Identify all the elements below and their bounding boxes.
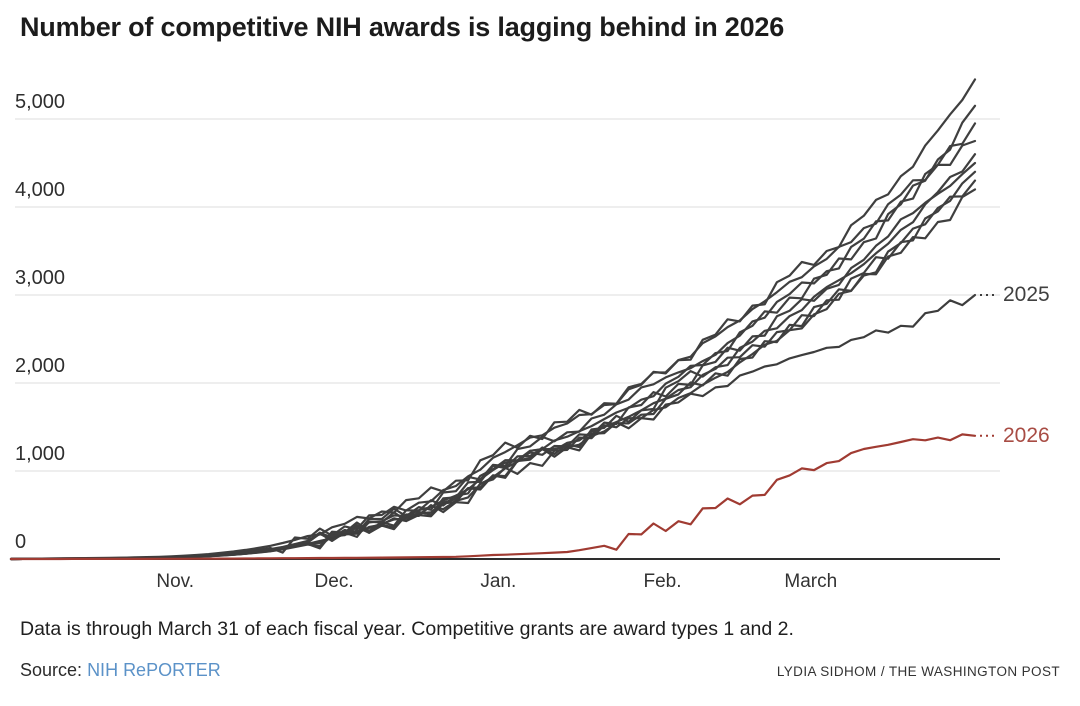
y-tick-label: 1,000 — [15, 443, 66, 465]
label-leader-lines — [980, 294, 998, 437]
x-tick-label: Nov. — [156, 571, 195, 592]
x-tick-label: Jan. — [480, 571, 517, 592]
chart-footnote: Data is through March 31 of each fiscal … — [20, 618, 794, 640]
end-label-2025: 2025 — [1003, 283, 1050, 306]
series-line-prior-year — [9, 122, 977, 561]
source-line: Source: NIH RePORTER — [20, 660, 221, 681]
y-tick-label: 3,000 — [15, 267, 66, 289]
y-tick-label: 2,000 — [15, 355, 66, 377]
credit-byline: LYDIA SIDHOM / THE WASHINGTON POST — [776, 664, 1060, 679]
series-line-prior-year — [9, 139, 977, 561]
series-line-prior-year — [9, 104, 977, 561]
series-line-prior-year — [9, 153, 977, 561]
y-tick-label: 5,000 — [15, 91, 66, 113]
series-line-prior-year — [9, 78, 977, 561]
series-lines — [9, 78, 977, 561]
x-tick-label: March — [784, 571, 838, 592]
x-tick-label: Feb. — [643, 571, 682, 592]
series-line-prior-year — [9, 179, 977, 561]
series-line-prior-year — [9, 161, 977, 561]
series-line-2026 — [9, 433, 977, 561]
source-label: Source: — [20, 660, 83, 680]
chart-canvas — [9, 78, 1000, 561]
source-row: Source: NIH RePORTER LYDIA SIDHOM / THE … — [20, 660, 1060, 681]
y-tick-label: 4,000 — [15, 179, 66, 201]
end-label-2026: 2026 — [1003, 423, 1050, 447]
x-tick-label: Dec. — [314, 571, 354, 592]
chart-title: Number of competitive NIH awards is lagg… — [20, 12, 785, 42]
series-line-prior-year — [9, 170, 977, 561]
series-line-2025 — [9, 293, 977, 561]
y-tick-label: 0 — [15, 531, 27, 553]
series-line-prior-year — [9, 188, 977, 561]
source-link[interactable]: NIH RePORTER — [87, 660, 221, 680]
